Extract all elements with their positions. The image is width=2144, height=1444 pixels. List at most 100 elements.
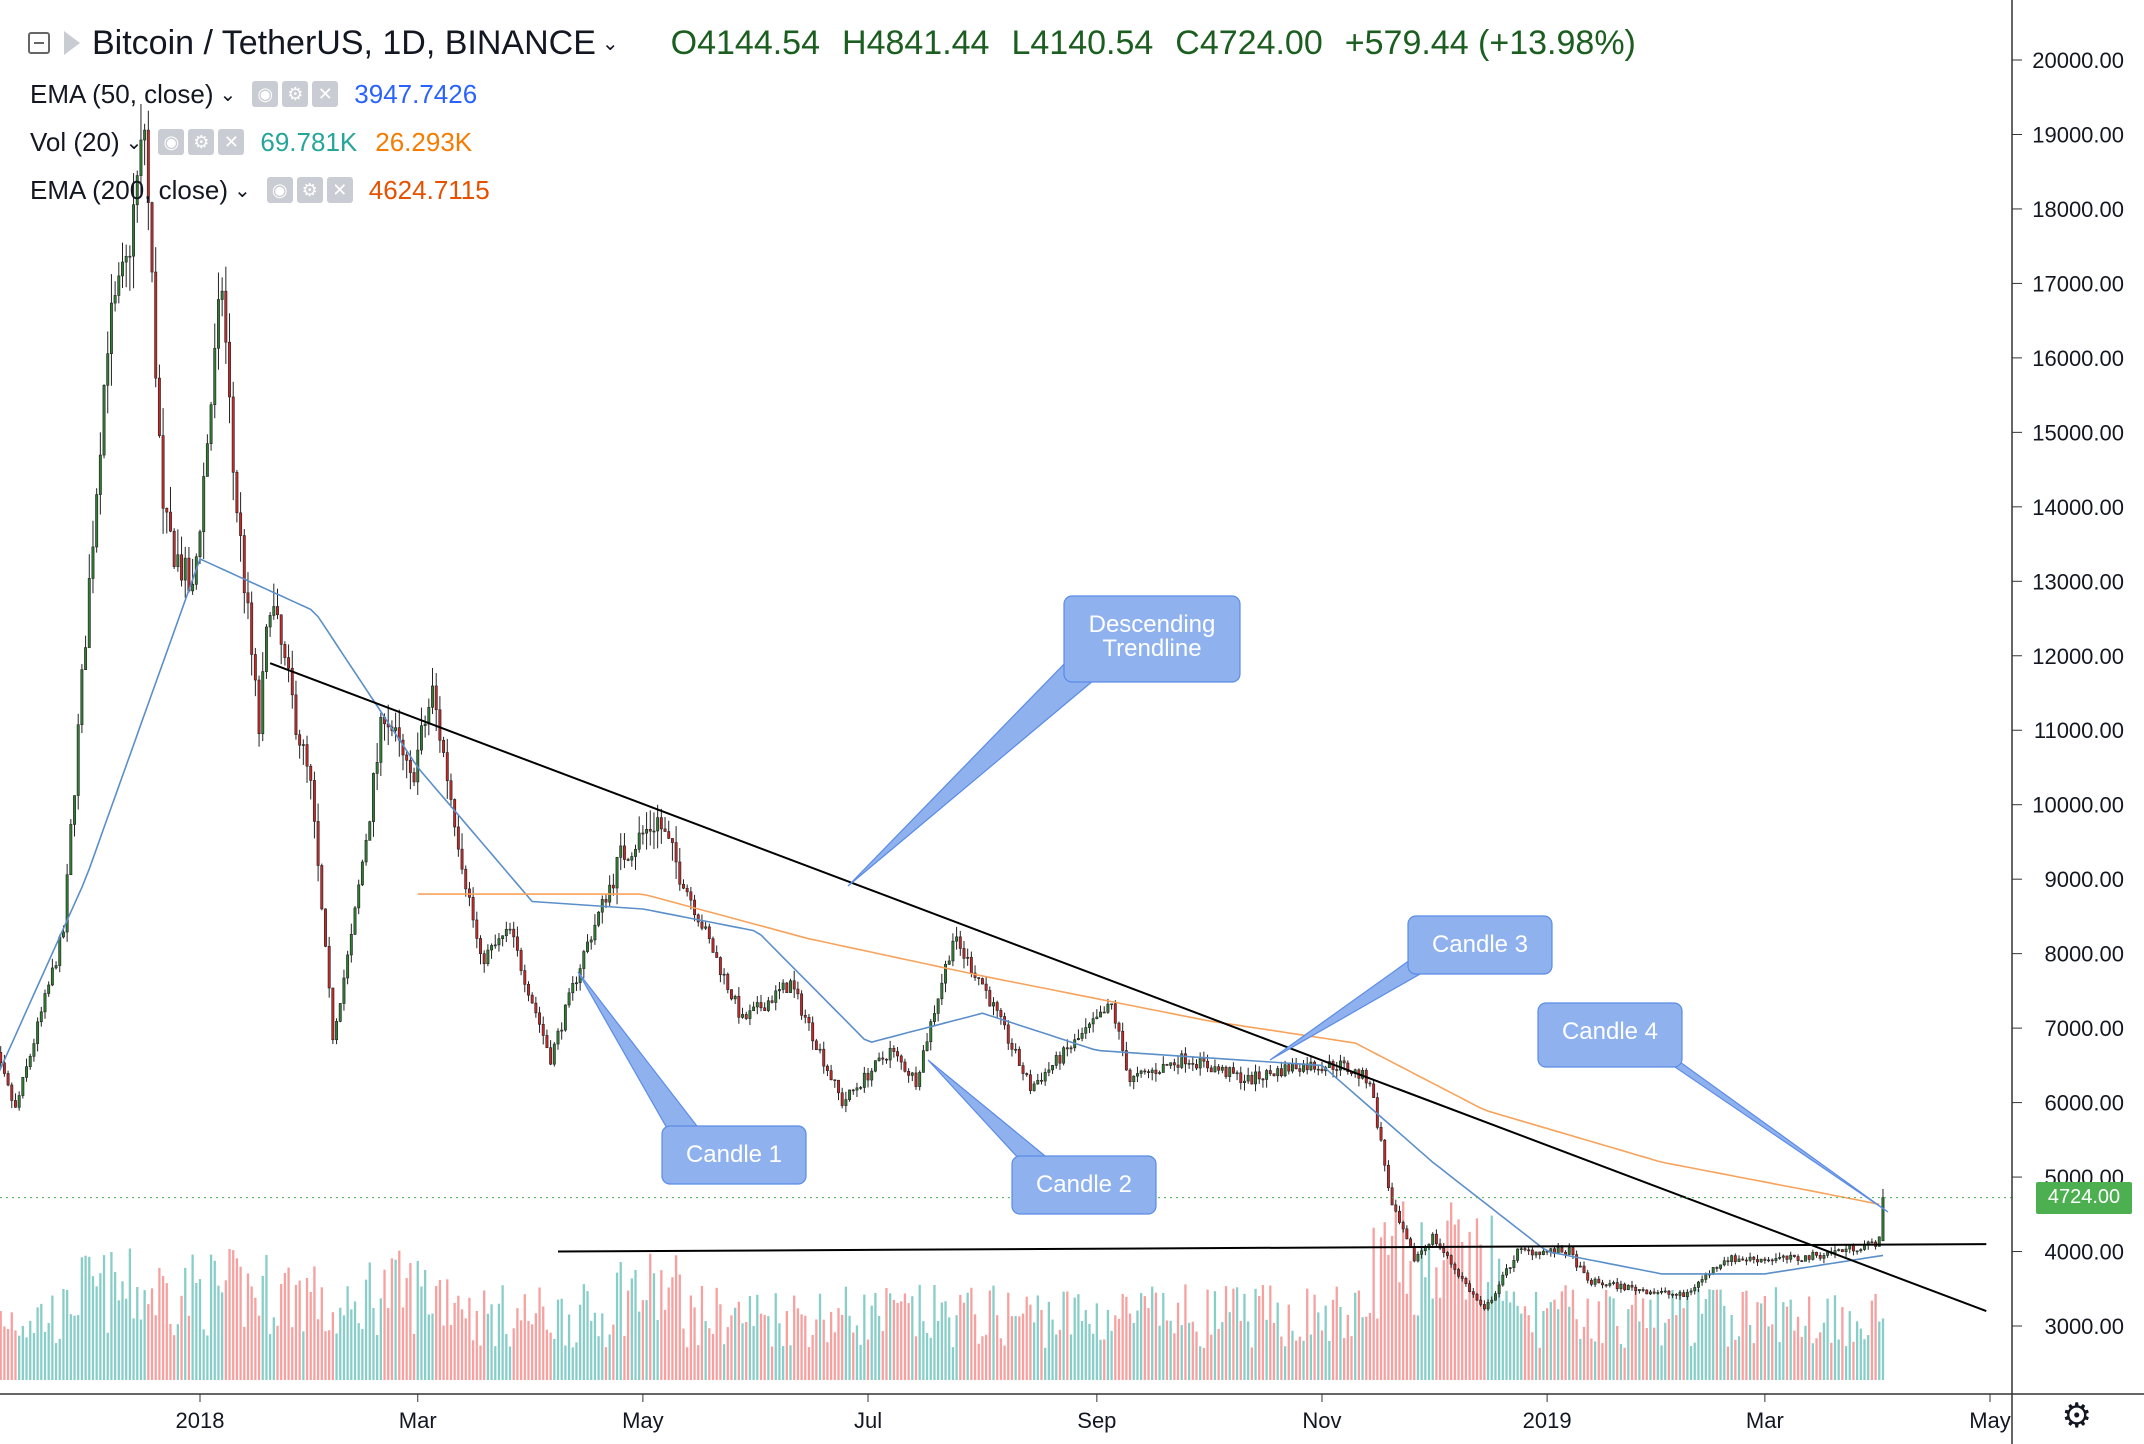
candle-body	[1117, 1022, 1121, 1032]
eye-icon[interactable]: ◉	[158, 129, 185, 155]
flag-icon[interactable]	[64, 31, 80, 55]
symbol-title[interactable]: Bitcoin / TetherUS, 1D, BINANCE	[92, 23, 596, 62]
candle-body	[1807, 1255, 1811, 1260]
volume-bar	[988, 1290, 991, 1380]
eye-icon[interactable]: ◉	[252, 81, 279, 107]
close-icon[interactable]: ✕	[218, 129, 245, 155]
indicator-ema200[interactable]: EMA (200, close) ⌄ ◉ ⚙ ✕ 4624.7115	[30, 172, 490, 208]
candle-body	[652, 830, 656, 833]
candle-body	[0, 1052, 3, 1064]
volume-bar	[907, 1303, 910, 1380]
candle-body	[453, 799, 457, 828]
candle-body	[1169, 1062, 1173, 1066]
volume-bar	[1638, 1321, 1641, 1380]
candle-body	[1054, 1055, 1058, 1066]
volume-bar	[1232, 1288, 1235, 1380]
candle-body	[851, 1089, 855, 1092]
candle-body	[814, 1040, 818, 1051]
gear-icon[interactable]: ⚙	[296, 177, 323, 203]
candle-body	[464, 868, 468, 890]
candle-body	[135, 175, 139, 206]
candle-body	[264, 626, 268, 672]
candle-body	[800, 993, 804, 1016]
minus-box-icon[interactable]	[28, 32, 50, 54]
candle-body	[47, 984, 51, 994]
candle-body	[1040, 1079, 1043, 1082]
volume-bar	[62, 1289, 65, 1380]
candle-body	[309, 765, 313, 781]
volume-bar	[47, 1322, 50, 1380]
volume-bar	[1387, 1254, 1390, 1380]
volume-bar	[328, 1330, 331, 1380]
volume-bar	[40, 1303, 43, 1380]
gear-icon[interactable]: ⚙	[2061, 1397, 2092, 1435]
volume-bar	[962, 1302, 966, 1380]
x-tick-label: Jul	[854, 1408, 882, 1433]
volume-bar	[1601, 1343, 1604, 1380]
candle-body	[1501, 1274, 1505, 1286]
volume-bar	[1176, 1302, 1180, 1380]
volume-bar	[1361, 1317, 1364, 1380]
candle-body	[298, 734, 302, 746]
candle-body	[39, 1011, 43, 1023]
candle-body	[1265, 1070, 1269, 1080]
candle-body	[1589, 1279, 1593, 1285]
volume-bar	[560, 1298, 563, 1380]
candle-body	[28, 1056, 32, 1067]
volume-bar	[1254, 1288, 1257, 1380]
candle-body	[1726, 1260, 1730, 1263]
indicator-volume[interactable]: Vol (20) ⌄ ◉ ⚙ ✕ 69.781K 26.293K	[30, 124, 472, 160]
chevron-down-icon[interactable]: ⌄	[125, 131, 143, 154]
candle-body	[364, 840, 368, 863]
indicator-label: EMA (50, close)	[30, 78, 214, 109]
candle-body	[1272, 1073, 1276, 1077]
volume-bar	[896, 1303, 899, 1380]
volume-bar	[1715, 1289, 1719, 1380]
trendlines	[0, 662, 2012, 1313]
candle-body	[1678, 1292, 1682, 1296]
candle-body	[1804, 1255, 1807, 1262]
gear-icon[interactable]: ⚙	[282, 81, 309, 107]
indicator-ema50[interactable]: EMA (50, close) ⌄ ◉ ⚙ ✕ 3947.7426	[30, 76, 477, 112]
volume-bar	[1582, 1326, 1586, 1380]
candle-body	[855, 1087, 859, 1091]
candle-body	[1792, 1254, 1796, 1257]
volume-bar	[1841, 1307, 1844, 1380]
volume-bar	[1187, 1322, 1191, 1380]
volume-bar	[1376, 1318, 1379, 1380]
volume-bar	[1291, 1330, 1294, 1380]
volume-bar	[387, 1308, 390, 1380]
volume-bar	[1044, 1347, 1047, 1380]
gear-icon[interactable]: ⚙	[188, 129, 215, 155]
volume-bar	[781, 1346, 785, 1380]
candle-body	[161, 435, 165, 509]
candle-body	[106, 353, 110, 386]
chevron-down-icon[interactable]: ⌄	[219, 83, 237, 106]
volume-bar	[431, 1313, 434, 1380]
close-icon[interactable]: ✕	[312, 81, 339, 107]
eye-icon[interactable]: ◉	[266, 177, 293, 203]
candle-body	[1150, 1069, 1154, 1073]
volume-bar	[542, 1306, 545, 1380]
candle-body	[722, 973, 726, 976]
chevron-down-icon[interactable]: ⌄	[601, 32, 619, 55]
volume-bar	[283, 1273, 287, 1380]
candle-body	[1409, 1238, 1413, 1248]
candle-body	[438, 709, 442, 741]
candle-body	[1346, 1062, 1350, 1073]
candle-body	[1080, 1032, 1084, 1039]
volume-bar	[671, 1277, 674, 1380]
volume-bar	[435, 1285, 438, 1380]
candle-body	[1870, 1241, 1874, 1244]
candle-body	[408, 759, 412, 773]
volume-bar	[1819, 1332, 1822, 1380]
candle-body	[316, 821, 320, 866]
candle-body	[209, 404, 213, 444]
chevron-down-icon[interactable]: ⌄	[233, 179, 251, 202]
volume-bar	[549, 1332, 552, 1380]
close-icon[interactable]: ✕	[326, 177, 353, 203]
candle-body	[1460, 1275, 1464, 1279]
volume-bar	[1486, 1282, 1490, 1380]
volume-bar	[612, 1324, 615, 1380]
